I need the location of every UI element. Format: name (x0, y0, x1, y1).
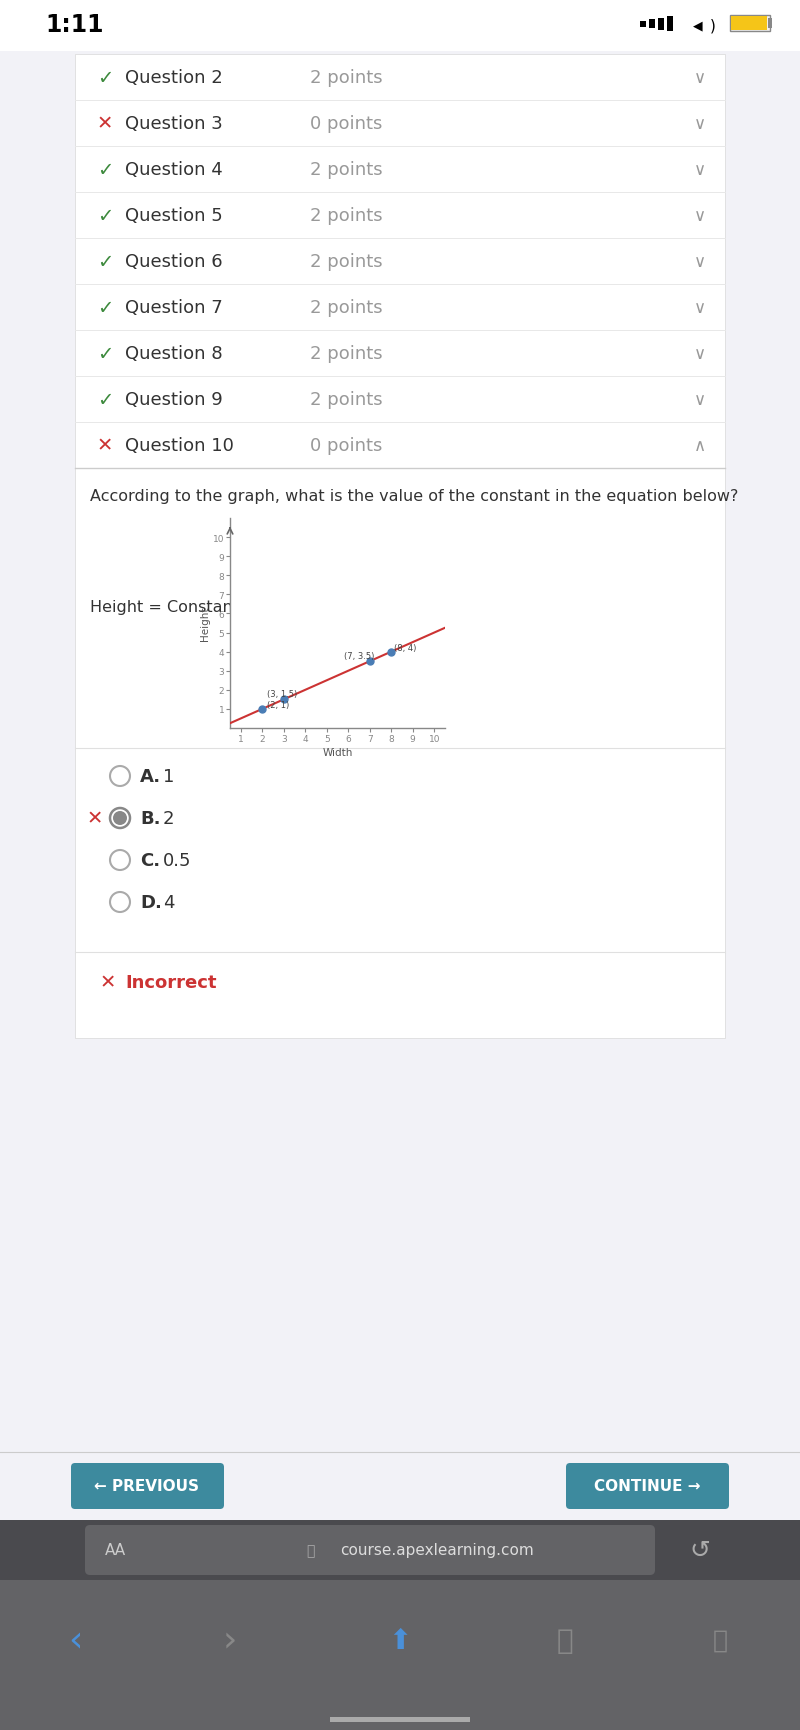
Text: Question 3: Question 3 (125, 114, 222, 133)
Text: (2, 1): (2, 1) (266, 701, 289, 709)
Text: 0.5: 0.5 (163, 851, 191, 870)
FancyBboxPatch shape (85, 1526, 655, 1574)
Bar (667, 17, 673, 31)
Bar (330, 1716, 470, 1721)
Bar (0, 1451, 800, 1521)
Text: 2 points: 2 points (310, 161, 382, 178)
Text: D.: D. (140, 893, 162, 912)
Text: 1: 1 (163, 768, 174, 785)
Text: 2 points: 2 points (310, 299, 382, 317)
Text: 🔒: 🔒 (306, 1543, 314, 1557)
Text: Question 4: Question 4 (125, 161, 222, 178)
Bar (75, 55, 725, 1038)
Bar (649, 21, 655, 29)
Bar (658, 19, 664, 31)
Text: ✕: ✕ (97, 436, 113, 455)
Text: ✓: ✓ (97, 391, 113, 410)
Text: ✕: ✕ (97, 114, 113, 133)
Text: 2 points: 2 points (310, 208, 382, 225)
Text: 2 points: 2 points (310, 69, 382, 86)
Text: 4: 4 (163, 893, 174, 912)
FancyBboxPatch shape (566, 1464, 729, 1509)
Text: Question 2: Question 2 (125, 69, 222, 86)
Text: CONTINUE →: CONTINUE → (594, 1479, 700, 1493)
Text: ∨: ∨ (694, 161, 706, 178)
Text: ›: › (223, 1623, 237, 1657)
Text: ✓: ✓ (97, 344, 113, 363)
Bar (640, 22, 646, 28)
Text: ◀: ◀ (693, 19, 703, 33)
Circle shape (113, 811, 127, 825)
Text: ✕: ✕ (100, 972, 116, 991)
Text: A.: A. (140, 768, 161, 785)
Text: course.apexlearning.com: course.apexlearning.com (340, 1543, 534, 1557)
Text: ↺: ↺ (690, 1538, 710, 1562)
Text: ∨: ∨ (694, 344, 706, 363)
Text: 2: 2 (163, 810, 174, 827)
Text: Question 5: Question 5 (125, 208, 222, 225)
Text: (8, 4): (8, 4) (394, 644, 417, 652)
Text: ∨: ∨ (694, 69, 706, 86)
Text: Incorrect: Incorrect (125, 974, 217, 991)
Text: 📖: 📖 (557, 1626, 574, 1654)
Text: C.: C. (140, 851, 160, 870)
Text: According to the graph, what is the value of the constant in the equation below?: According to the graph, what is the valu… (90, 488, 738, 503)
Text: AA: AA (105, 1543, 126, 1557)
Text: ∨: ∨ (694, 208, 706, 225)
Text: ∧: ∧ (694, 436, 706, 455)
Text: ∨: ∨ (694, 391, 706, 408)
X-axis label: Width: Width (322, 747, 353, 758)
Text: ✓: ✓ (97, 161, 113, 180)
Text: ): ) (710, 19, 716, 33)
Text: Question 6: Question 6 (125, 253, 222, 272)
Text: Question 10: Question 10 (125, 436, 234, 455)
Y-axis label: Height: Height (200, 607, 210, 640)
Text: ✓: ✓ (97, 69, 113, 88)
Text: Question 7: Question 7 (125, 299, 222, 317)
FancyBboxPatch shape (71, 1464, 224, 1509)
Text: ∨: ∨ (694, 114, 706, 133)
Text: Question 8: Question 8 (125, 344, 222, 363)
Text: B.: B. (140, 810, 161, 827)
Text: ✓: ✓ (97, 253, 113, 272)
Text: 1:11: 1:11 (45, 14, 103, 36)
Text: ⬆: ⬆ (388, 1626, 412, 1654)
Bar (0, 1579, 800, 1730)
Bar (768, 19, 772, 29)
Bar (0, 0, 800, 52)
Bar (731, 17, 767, 31)
Text: Question 9: Question 9 (125, 391, 222, 408)
Circle shape (110, 808, 130, 829)
Text: 0 points: 0 points (310, 114, 382, 133)
Text: 2 points: 2 points (310, 253, 382, 272)
Text: 2 points: 2 points (310, 344, 382, 363)
Text: ✕: ✕ (87, 810, 103, 829)
Bar (730, 16, 770, 31)
Text: (7, 3.5): (7, 3.5) (344, 652, 374, 661)
Text: (3, 1.5): (3, 1.5) (266, 689, 297, 699)
Text: 0 points: 0 points (310, 436, 382, 455)
Text: ← PREVIOUS: ← PREVIOUS (94, 1479, 199, 1493)
Text: ‹: ‹ (68, 1623, 82, 1657)
Text: ⬜: ⬜ (713, 1628, 727, 1652)
Text: Height = Constant • Width: Height = Constant • Width (90, 599, 306, 614)
Text: ∨: ∨ (694, 299, 706, 317)
Text: ✓: ✓ (97, 298, 113, 317)
Text: 2 points: 2 points (310, 391, 382, 408)
Text: ∨: ∨ (694, 253, 706, 272)
Bar (0, 1521, 800, 1579)
Text: ✓: ✓ (97, 206, 113, 225)
